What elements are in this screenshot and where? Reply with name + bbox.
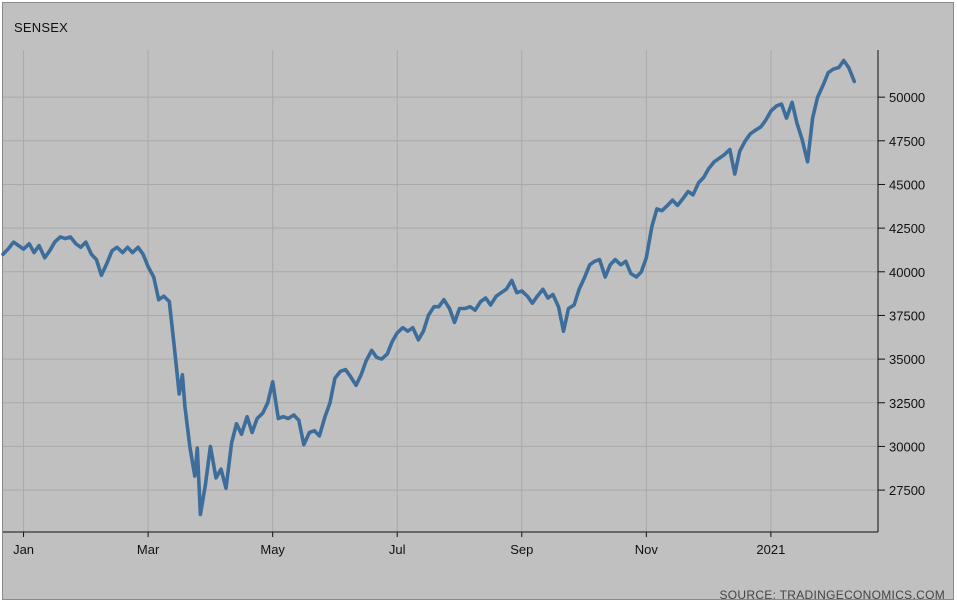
y-tick-label: 40000 (889, 265, 925, 280)
y-tick-label: 50000 (889, 90, 925, 105)
y-tick-label: 45000 (889, 177, 925, 192)
x-tick-label: 2021 (756, 542, 785, 557)
axes (3, 50, 885, 537)
x-tick-label: Nov (635, 542, 659, 557)
x-tick-label: Sep (510, 542, 533, 557)
series-line-0 (1, 58, 857, 517)
y-tick-label: 42500 (889, 221, 925, 236)
y-tick-label: 35000 (889, 352, 925, 367)
x-tick-label: Jan (13, 542, 34, 557)
y-tick-label: 47500 (889, 134, 925, 149)
y-tick-label: 27500 (889, 483, 925, 498)
x-tick-label: Jul (389, 542, 406, 557)
chart-title: SENSEX (14, 20, 68, 35)
grid-lines (3, 50, 878, 532)
y-tick-label: 32500 (889, 396, 925, 411)
x-tick-label: May (260, 542, 285, 557)
y-tick-labels: 27500 30000 32500 35000 37500 40000 42500 45000… (889, 90, 925, 498)
y-tick-label: 30000 (889, 439, 925, 454)
y-tick-label: 37500 (889, 308, 925, 323)
x-tick-labels: Jan Mar May Jul Sep Nov 2021 (13, 542, 785, 557)
x-tick-label: Mar (137, 542, 160, 557)
source-label: SOURCE: TRADINGECONOMICS.COM (719, 588, 945, 602)
series-layer (1, 58, 857, 517)
